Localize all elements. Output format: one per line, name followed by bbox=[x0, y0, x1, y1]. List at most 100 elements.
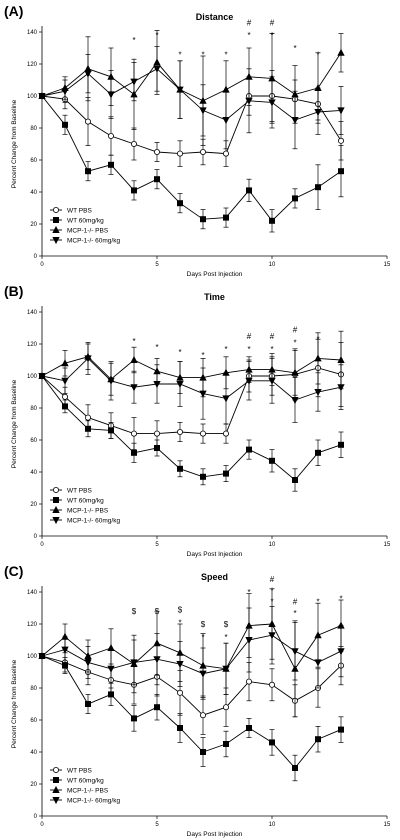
series-3 bbox=[38, 330, 345, 398]
data-point bbox=[337, 137, 344, 144]
data-point bbox=[130, 140, 137, 147]
series-line bbox=[41, 95, 342, 222]
y-tick-label: 20 bbox=[30, 782, 37, 788]
panel-1: (A) Distance 0 20 40 60 80 100 120 140 0 5 10 15 Days … bbox=[4, 3, 391, 278]
data-point bbox=[85, 425, 92, 432]
significance-marker: # bbox=[270, 18, 275, 27]
x-axis-label: Days Post Injection bbox=[187, 551, 243, 558]
data-point bbox=[314, 388, 322, 397]
series-line bbox=[41, 95, 342, 155]
data-point bbox=[130, 715, 137, 722]
legend-entry: WT 60mg/kg bbox=[67, 217, 104, 224]
y-tick-label: 0 bbox=[34, 814, 38, 820]
chart-title: Distance bbox=[196, 12, 234, 22]
data-point bbox=[108, 691, 115, 698]
panel-2: (B) Time 0 20 40 60 80 100 120 140 0 5 10 15 Days Post… bbox=[4, 283, 391, 558]
y-tick-label: 60 bbox=[30, 158, 37, 164]
data-point bbox=[61, 88, 69, 96]
y-tick-label: 120 bbox=[27, 62, 38, 68]
y-axis-label: Percent Change from Baseline bbox=[11, 99, 18, 188]
legend-entry: MCP-1-/- PBS bbox=[67, 787, 109, 794]
data-point bbox=[153, 430, 160, 437]
significance-marker: * bbox=[293, 338, 296, 347]
data-point bbox=[107, 91, 115, 99]
data-point bbox=[199, 712, 206, 719]
series-line bbox=[41, 375, 342, 481]
y-tick-label: 40 bbox=[30, 190, 37, 196]
significance-marker: * bbox=[247, 345, 250, 354]
data-point bbox=[291, 476, 298, 483]
legend-entry: WT PBS bbox=[67, 207, 92, 214]
legend-entry: MCP-1-/- PBS bbox=[67, 507, 109, 514]
data-point bbox=[199, 473, 206, 480]
data-point bbox=[337, 107, 345, 115]
data-point bbox=[153, 148, 160, 155]
significance-marker: * bbox=[224, 633, 227, 642]
y-tick-label: 100 bbox=[27, 374, 38, 380]
significance-marker: * bbox=[201, 50, 204, 59]
x-axis-label: Days Post Injection bbox=[187, 271, 243, 278]
data-point bbox=[268, 681, 275, 688]
series-line bbox=[41, 655, 342, 716]
data-point bbox=[85, 701, 92, 708]
data-point bbox=[153, 176, 160, 183]
data-point bbox=[130, 449, 137, 456]
data-point bbox=[62, 121, 69, 128]
data-point bbox=[84, 70, 92, 78]
data-point bbox=[38, 93, 46, 101]
series-2 bbox=[39, 653, 344, 782]
data-point bbox=[222, 395, 230, 403]
data-point bbox=[222, 470, 229, 477]
data-point bbox=[130, 355, 138, 364]
data-point bbox=[85, 118, 92, 125]
x-tick-label: 5 bbox=[155, 542, 159, 548]
y-tick-label: 60 bbox=[30, 438, 37, 444]
data-point bbox=[291, 765, 298, 772]
data-point bbox=[61, 646, 69, 654]
data-point bbox=[176, 380, 184, 389]
series-1 bbox=[39, 70, 344, 167]
significance-marker: * bbox=[201, 351, 204, 360]
data-point bbox=[245, 187, 252, 194]
x-tick-label: 5 bbox=[155, 262, 159, 268]
data-point bbox=[199, 390, 207, 398]
data-point bbox=[85, 168, 92, 175]
legend-entry: MCP-1-/- 60mg/kg bbox=[67, 517, 120, 524]
panel-label: (B) bbox=[4, 283, 23, 299]
x-tick-label: 10 bbox=[269, 542, 276, 548]
data-point bbox=[337, 441, 344, 448]
y-tick-label: 140 bbox=[27, 310, 38, 316]
series-line bbox=[41, 357, 342, 401]
significance-marker: # bbox=[293, 598, 298, 607]
series-line bbox=[41, 367, 342, 435]
data-point bbox=[199, 749, 206, 756]
data-point bbox=[268, 99, 276, 107]
data-point bbox=[130, 78, 138, 86]
y-tick-label: 20 bbox=[30, 222, 37, 228]
data-point bbox=[337, 384, 345, 392]
legend-entry: WT 60mg/kg bbox=[67, 497, 104, 504]
chart-title: Speed bbox=[201, 572, 228, 582]
significance-marker: * bbox=[178, 618, 181, 627]
data-point bbox=[268, 739, 275, 746]
panel-label: (A) bbox=[4, 3, 23, 19]
significance-marker: * bbox=[132, 36, 135, 45]
data-point bbox=[38, 653, 46, 661]
legend-marker bbox=[53, 496, 60, 503]
data-point bbox=[222, 665, 230, 673]
x-tick-label: 10 bbox=[269, 822, 276, 828]
series-4 bbox=[38, 342, 345, 425]
x-tick-label: 15 bbox=[384, 822, 391, 828]
data-point bbox=[176, 200, 183, 207]
significance-marker: * bbox=[224, 50, 227, 59]
data-point bbox=[291, 396, 299, 405]
data-point bbox=[108, 161, 115, 168]
data-point bbox=[62, 662, 69, 669]
series-line bbox=[41, 356, 342, 380]
chart-title: Time bbox=[204, 292, 225, 302]
x-tick-label: 0 bbox=[40, 262, 44, 268]
data-point bbox=[84, 659, 92, 667]
x-axis-label: Days Post Injection bbox=[187, 831, 243, 838]
legend-entry: MCP-1-/- PBS bbox=[67, 227, 109, 234]
data-point bbox=[314, 449, 321, 456]
